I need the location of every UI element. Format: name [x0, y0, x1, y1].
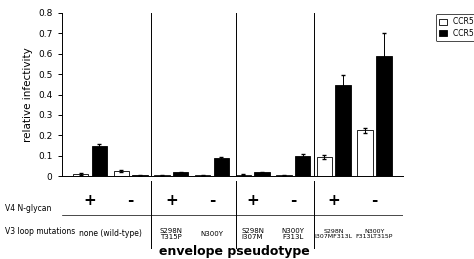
Bar [154, 175, 170, 176]
Legend: CCR5(G163R) low, CCR5(G163R) high: CCR5(G163R) low, CCR5(G163R) high [436, 13, 474, 41]
Bar [132, 175, 148, 176]
Text: N300Y
F313L: N300Y F313L [282, 228, 305, 240]
Text: -: - [128, 193, 134, 208]
Bar [214, 158, 229, 176]
Text: S298N
T315P: S298N T315P [160, 228, 183, 240]
Text: N300Y: N300Y [201, 231, 223, 237]
Bar [357, 130, 373, 176]
Text: envelope pseudotype: envelope pseudotype [159, 245, 310, 258]
Bar [376, 56, 392, 176]
Text: N300Y
F313LT315P: N300Y F313LT315P [356, 229, 393, 239]
Bar [336, 85, 351, 176]
Bar [295, 156, 310, 176]
Text: -: - [371, 193, 378, 208]
Text: +: + [328, 193, 340, 208]
Text: V3 loop mutations: V3 loop mutations [5, 227, 75, 236]
Text: none (wild-type): none (wild-type) [79, 229, 142, 238]
Bar [195, 175, 210, 176]
Text: S298N
I307M: S298N I307M [241, 228, 264, 240]
Bar [276, 175, 292, 176]
Text: +: + [246, 193, 259, 208]
Text: -: - [290, 193, 296, 208]
Text: S298N
I307MF313L: S298N I307MF313L [315, 229, 353, 239]
Bar [73, 174, 89, 176]
Text: +: + [84, 193, 96, 208]
Bar [91, 146, 107, 176]
Text: +: + [165, 193, 178, 208]
Text: -: - [209, 193, 215, 208]
Bar [317, 157, 332, 176]
Bar [254, 172, 270, 176]
Bar [173, 172, 188, 176]
Bar [114, 171, 129, 176]
Text: V4 N-glycan: V4 N-glycan [5, 204, 51, 213]
Bar [236, 175, 251, 176]
Y-axis label: relative infectivity: relative infectivity [23, 47, 33, 142]
